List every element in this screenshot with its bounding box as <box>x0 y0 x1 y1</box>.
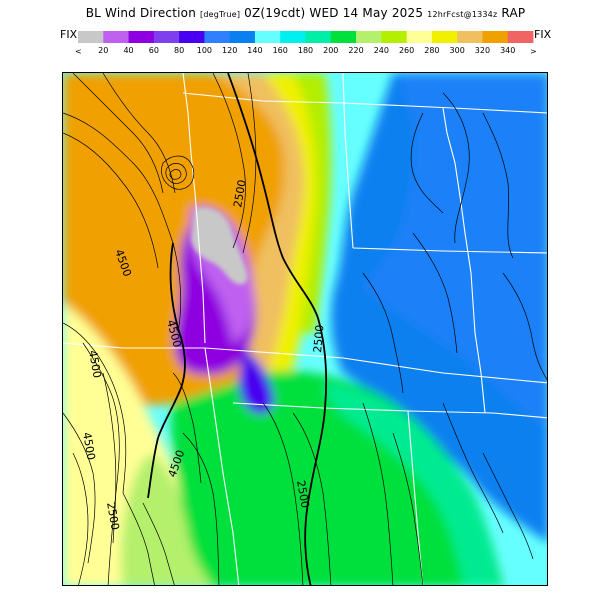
colorbar-swatch <box>280 31 306 43</box>
colorbar-swatch <box>229 31 256 43</box>
colorbar-tick-label: 320 <box>475 46 490 55</box>
colorbar-swatch <box>356 31 382 43</box>
fill-blue-light <box>363 73 547 432</box>
over-symbol: > <box>530 47 537 56</box>
units-label: [degTrue] <box>200 10 241 19</box>
valid-time: 0Z(19cdt) <box>244 6 306 20</box>
fix-label-right: FIX <box>534 28 552 41</box>
colorbar-tick-label: 140 <box>247 46 262 55</box>
model-name: RAP <box>501 6 526 20</box>
colorbar-swatch <box>457 31 483 43</box>
colorbar-tick-label: 300 <box>450 46 465 55</box>
colorbar-swatches <box>78 31 534 43</box>
colorbar-tick-label: 120 <box>222 46 237 55</box>
contour-label: 2500 <box>294 479 312 509</box>
colorbar-tick-label: 60 <box>149 46 159 55</box>
colorbar-swatch <box>431 31 458 43</box>
contour-label: 2500 <box>104 501 122 531</box>
colorbar-tick-label: 260 <box>399 46 414 55</box>
state-boundaries <box>63 73 547 585</box>
colorbar-tick-label: 100 <box>197 46 212 55</box>
fill-lightgreen-southwest <box>121 453 212 585</box>
colorbar-swatch <box>128 31 155 43</box>
fix-label-left: FIX <box>60 28 78 41</box>
colorbar-swatch <box>482 31 509 43</box>
contour-label: 2500 <box>311 324 326 353</box>
colorbar-tick-label: 160 <box>273 46 288 55</box>
colorbar-tick-label: 280 <box>424 46 439 55</box>
colorbar-swatch <box>406 31 433 43</box>
fill-lime-band <box>293 73 332 333</box>
colorbar-tick-label: 40 <box>123 46 133 55</box>
major-contours <box>147 73 328 585</box>
colorbar-swatch <box>204 31 231 43</box>
colorbar-tick-label: 220 <box>348 46 363 55</box>
colorbar-swatch <box>153 31 180 43</box>
colorbar-tick-label: 80 <box>174 46 184 55</box>
colorbar-swatch <box>305 31 332 43</box>
chart-title: BL Wind Direction [degTrue] 0Z(19cdt) WE… <box>0 6 611 20</box>
valid-date: WED 14 May 2025 <box>309 6 424 20</box>
fill-blue-core <box>238 348 274 415</box>
colorbar-tick-label: 200 <box>323 46 338 55</box>
colorbar-ticks: 20 40 60 80 100 120 140 160 180 200 220 240 260 280 30… <box>98 46 515 55</box>
fill-green-south <box>170 371 503 585</box>
contour-label: 4500 <box>80 431 98 461</box>
colorbar-swatch <box>330 31 357 43</box>
colorbar-tick-label: 240 <box>374 46 389 55</box>
colorbar-swatch <box>78 31 104 43</box>
fill-yellow-band <box>263 73 327 373</box>
colorbar-tick-label: 20 <box>98 46 108 55</box>
contour-label: 2500 <box>231 179 249 209</box>
fill-teal-south <box>323 383 499 585</box>
colorbar-tick-label: 180 <box>298 46 313 55</box>
fill-gray-fix <box>191 207 248 285</box>
colorbar-swatch <box>381 31 408 43</box>
under-symbol: < <box>75 47 82 56</box>
colorbar-swatch <box>507 31 534 43</box>
map-panel: 4500 4500 4500 4500 4500 2500 2500 2500 … <box>62 72 548 586</box>
wind-direction-map: 4500 4500 4500 4500 4500 2500 2500 2500 … <box>63 73 547 585</box>
colorbar-tick-label: 340 <box>500 46 515 55</box>
colorbar-swatch <box>254 31 281 43</box>
terrain-contours <box>63 73 547 585</box>
colorbar-legend: FIX FIX < > 20 40 60 80 100 120 140 160 180 200 22… <box>60 28 552 56</box>
colorbar-swatch <box>179 31 205 43</box>
forecast-info: 12hrFcst@1334z <box>427 10 498 19</box>
colorbar-swatch <box>103 31 129 43</box>
contour-label: 4500 <box>86 349 104 379</box>
title-text: BL Wind Direction <box>85 6 197 20</box>
